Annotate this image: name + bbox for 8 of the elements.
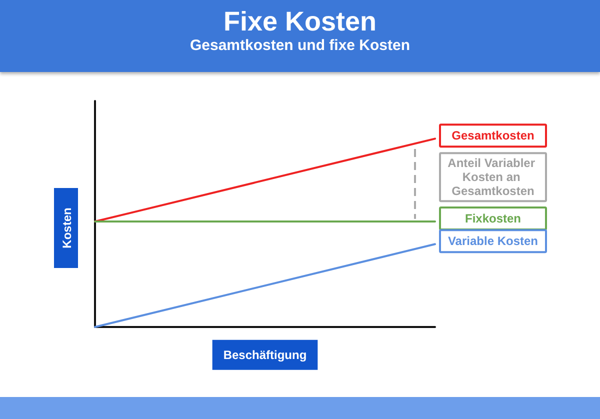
chart-subtitle: Gesamtkosten und fixe Kosten — [190, 37, 410, 54]
x-axis-title: Beschäftigung — [223, 348, 307, 362]
series-label: Gesamtkosten — [452, 128, 534, 143]
text: Fixkosten — [464, 212, 522, 226]
chart-title: Fixe Kosten — [223, 6, 377, 36]
y-axis-title: Kosten — [60, 208, 74, 248]
annotation: Anteil Variabler Kosten an Gesamtkosten — [448, 156, 538, 198]
series-label: Variable Kosten — [448, 234, 538, 248]
